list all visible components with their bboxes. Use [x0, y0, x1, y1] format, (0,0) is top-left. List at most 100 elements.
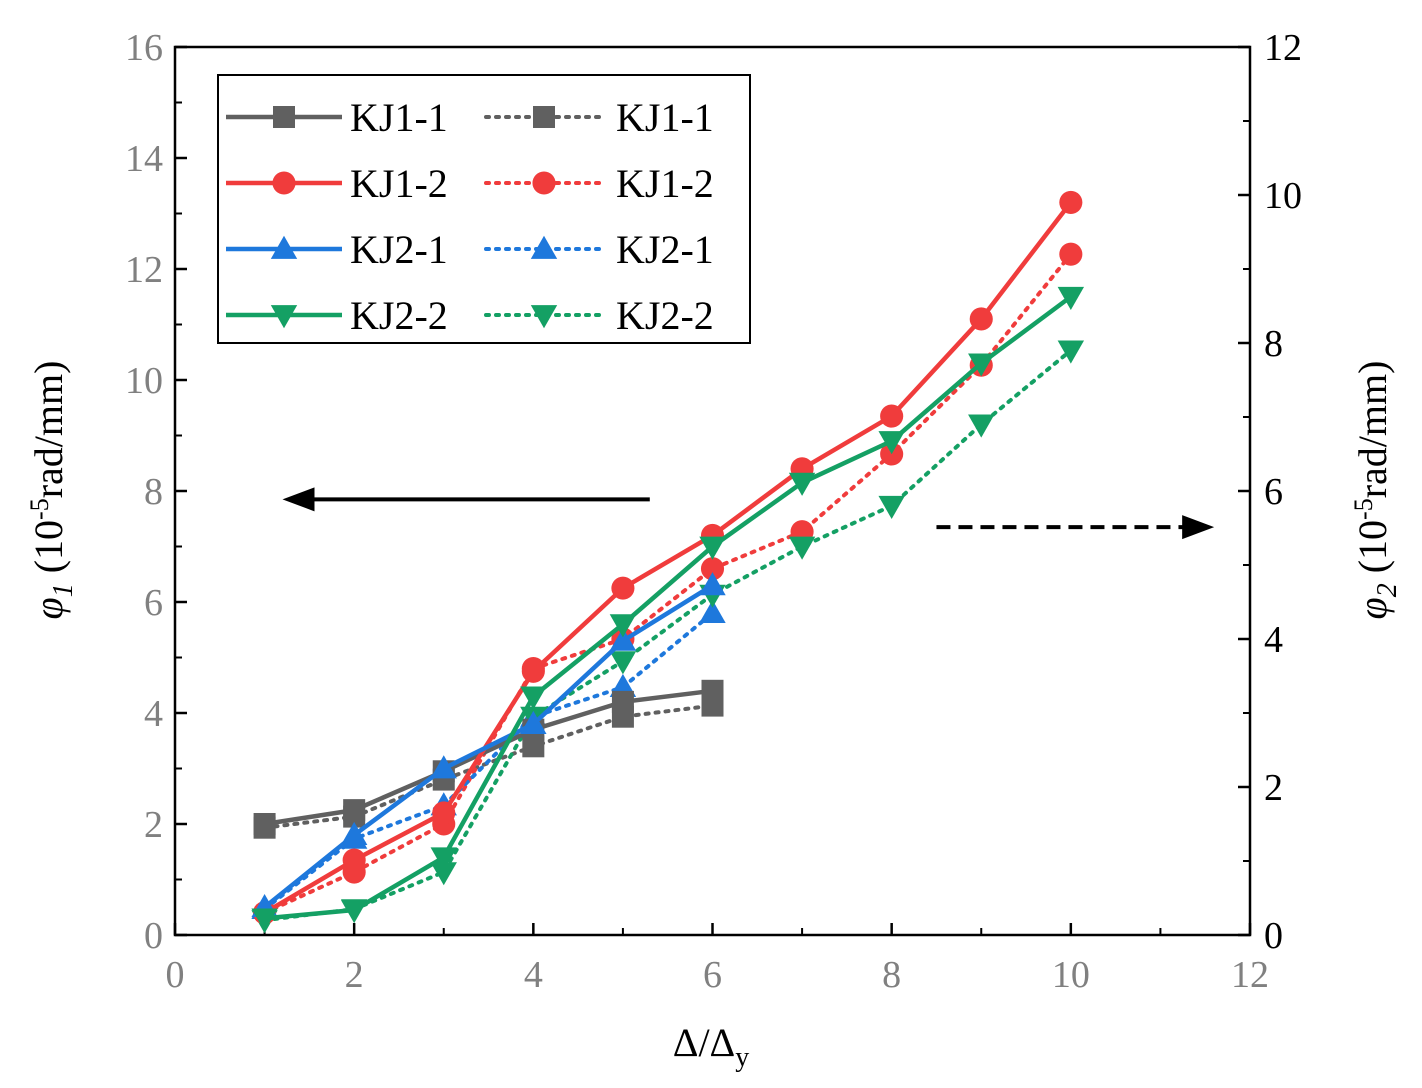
- legend-label: KJ1-2: [350, 161, 448, 206]
- triangle-down-marker: [251, 908, 278, 932]
- circle-marker: [521, 659, 545, 683]
- circle-marker: [1059, 190, 1083, 214]
- legend-label: KJ2-1: [350, 227, 448, 272]
- triangle-down-marker: [609, 614, 637, 638]
- series-line: [262, 348, 1073, 923]
- y-left-tick-label: 10: [125, 360, 163, 402]
- x-tick-label: 6: [703, 954, 722, 996]
- y-right-tick-label: 0: [1264, 915, 1283, 957]
- legend: KJ1-1 KJ1-2 KJ2-1 KJ2-2 KJ1-1 KJ1-2 KJ2-1 KJ2-2: [217, 74, 751, 344]
- triangle-down-marker: [788, 536, 816, 560]
- series-KJ1-1-right: [253, 694, 724, 839]
- x-tick-label: 12: [1231, 954, 1269, 996]
- x-tick-label: 4: [524, 954, 543, 996]
- legend-entry: KJ2-1: [484, 227, 714, 272]
- y-left-tick-label: 0: [144, 915, 163, 957]
- legend-entry: KJ1-1: [484, 95, 714, 140]
- legend-label: KJ2-2: [350, 293, 448, 338]
- triangle-down-marker: [340, 900, 368, 924]
- legend-box: [217, 74, 751, 344]
- y-right-tick-label: 8: [1264, 323, 1283, 365]
- axis-titles: Δ/Δy φ1 (10-5rad/mm) φ2 (10-5rad/mm): [25, 361, 1403, 1073]
- legend-entry: KJ2-2: [484, 293, 714, 338]
- series-line: [264, 688, 713, 827]
- circle-marker: [880, 404, 904, 428]
- triangle-up-marker: [270, 235, 298, 259]
- triangle-down-marker: [530, 305, 558, 329]
- y-left-tick-label: 2: [144, 804, 163, 846]
- circle-marker: [611, 576, 635, 600]
- arrow-head-left-icon: [282, 487, 315, 512]
- square-marker: [533, 106, 555, 128]
- y-right-tick-label: 6: [1264, 471, 1283, 513]
- circle-marker: [342, 848, 366, 872]
- legend-entry: KJ1-1: [226, 95, 448, 140]
- y-right-tick-label: 2: [1264, 767, 1283, 809]
- series-line: [262, 611, 715, 912]
- legend-entry: KJ1-2: [484, 161, 714, 206]
- legend-label: KJ2-1: [616, 227, 714, 272]
- triangle-up-marker: [340, 821, 368, 845]
- square-marker: [253, 813, 276, 835]
- series-line: [262, 252, 1073, 915]
- y-right-tick-label: 12: [1264, 27, 1302, 69]
- legend-entry: KJ2-2: [226, 293, 448, 338]
- triangle-down-marker: [609, 651, 637, 675]
- triangle-down-marker: [878, 431, 905, 455]
- square-marker: [611, 690, 634, 713]
- triangle-down-marker: [1057, 340, 1085, 364]
- series-KJ1-1-left: [253, 679, 724, 835]
- triangle-up-marker: [520, 710, 547, 734]
- triangle-down-marker: [878, 495, 905, 519]
- triangle-up-marker: [430, 755, 457, 779]
- triangle-down-marker: [788, 472, 816, 496]
- series-KJ2-1-right: [251, 599, 726, 919]
- triangle-down-marker: [968, 414, 995, 438]
- x-axis-title: Δ/Δy: [673, 1020, 750, 1073]
- y-axis-left-title: φ1 (10-5rad/mm): [25, 361, 79, 620]
- circle-marker: [969, 307, 993, 331]
- circle-marker: [432, 801, 456, 825]
- square-marker: [343, 799, 366, 822]
- triangle-down-marker: [430, 847, 457, 871]
- legend-label: KJ1-2: [616, 161, 714, 206]
- series-line: [264, 294, 1073, 921]
- legend-label: KJ1-1: [616, 95, 714, 140]
- circle-marker: [272, 171, 296, 195]
- y-left-tick-label: 4: [144, 693, 163, 735]
- y-right-tick-label: 4: [1264, 619, 1283, 661]
- triangle-down-marker: [270, 305, 298, 329]
- y-axis-right-title: φ2 (10-5rad/mm): [1349, 361, 1403, 620]
- x-tick-label: 2: [345, 954, 364, 996]
- triangle-up-marker: [530, 235, 558, 259]
- x-tick-label: 0: [166, 954, 185, 996]
- triangle-down-marker: [968, 353, 995, 377]
- y-right-tick-label: 10: [1264, 175, 1302, 217]
- x-tick-label: 8: [882, 954, 901, 996]
- square-marker: [701, 679, 724, 702]
- arrow-head-right-icon: [1182, 515, 1215, 540]
- annotation-layer: [282, 487, 1215, 540]
- series-line: [263, 201, 1073, 915]
- legend-entry: KJ2-1: [226, 227, 448, 272]
- circle-marker: [1059, 242, 1083, 266]
- legend-label: KJ1-1: [350, 95, 448, 140]
- x-tick-label: 10: [1052, 954, 1090, 996]
- square-marker: [273, 106, 295, 128]
- triangle-up-marker: [609, 627, 637, 651]
- triangle-down-marker: [520, 686, 547, 710]
- series-KJ2-2-right: [251, 340, 1085, 934]
- triangle-down-marker: [430, 862, 457, 886]
- triangle-up-marker: [699, 599, 726, 623]
- triangle-down-marker: [1057, 286, 1085, 310]
- legend-entry: KJ1-2: [226, 161, 448, 206]
- series-line: [263, 583, 714, 910]
- circle-marker: [700, 557, 725, 581]
- series-KJ2-2-left: [251, 286, 1085, 932]
- triangle-up-marker: [699, 572, 726, 596]
- y-left-tick-label: 14: [125, 138, 163, 180]
- series-layer: [251, 190, 1085, 934]
- triangle-down-marker: [699, 536, 726, 560]
